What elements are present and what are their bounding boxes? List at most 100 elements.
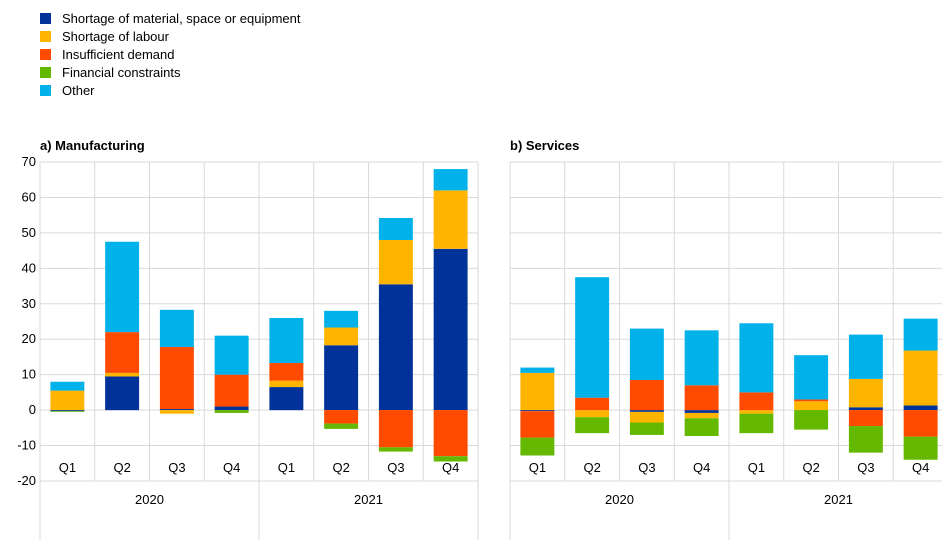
bar-segment <box>324 310 359 328</box>
y-tick-label: 0 <box>29 402 36 417</box>
bar-segment <box>848 426 883 453</box>
x-tick-label: Q4 <box>912 460 929 475</box>
bar-segment <box>324 410 359 424</box>
bar-segment <box>848 334 883 379</box>
legend-label: Financial constraints <box>62 65 181 80</box>
bar-segment <box>684 418 719 436</box>
bar-segment <box>684 385 719 411</box>
legend-label: Insufficient demand <box>62 47 175 62</box>
bar-segment <box>50 390 85 411</box>
bar-segment <box>214 374 249 407</box>
bar-segment <box>378 218 413 240</box>
bar-segment <box>848 407 883 411</box>
x-tick-label: Q1 <box>748 460 765 475</box>
bar-segment <box>629 422 664 435</box>
x-tick-label: Q3 <box>638 460 655 475</box>
bar-segment <box>214 335 249 375</box>
bar-segment <box>684 330 719 386</box>
bar-segment <box>214 406 249 411</box>
bar-segment <box>520 410 555 412</box>
bar-segment <box>629 379 664 411</box>
x-tick-label: Q2 <box>802 460 819 475</box>
bar-segment <box>903 436 938 460</box>
bar-segment <box>684 410 719 413</box>
bar-segment <box>159 309 194 348</box>
legend-label: Shortage of material, space or equipment <box>62 11 301 26</box>
bar-segment <box>378 447 413 452</box>
y-tick-label: -20 <box>17 473 36 488</box>
panel-title: a) Manufacturing <box>40 138 145 153</box>
bar-segment <box>50 381 85 391</box>
bar-segment <box>269 380 304 388</box>
x-tick-label: Q3 <box>387 460 404 475</box>
bar-segment <box>324 345 359 411</box>
y-tick-label: 50 <box>22 225 36 240</box>
legend-swatch <box>40 49 51 60</box>
bar-segment <box>159 409 194 411</box>
y-tick-label: 70 <box>22 154 36 169</box>
legend-label: Shortage of labour <box>62 29 170 44</box>
bar-segment <box>159 410 194 414</box>
legend-swatch <box>40 13 51 24</box>
x-tick-label: Q1 <box>278 460 295 475</box>
legend-swatch <box>40 67 51 78</box>
bar-segment <box>684 412 719 419</box>
bar-segment <box>739 323 774 393</box>
bar-segment <box>848 410 883 427</box>
legend-swatch <box>40 85 51 96</box>
bar-segment <box>794 410 829 430</box>
x-group-label: 2021 <box>824 492 853 507</box>
legend-label: Other <box>62 83 95 98</box>
bar-segment <box>739 413 774 434</box>
bar-segment <box>433 248 468 411</box>
bar-segment <box>324 327 359 346</box>
x-tick-label: Q4 <box>223 460 240 475</box>
bar-segment <box>848 378 883 408</box>
y-tick-label: -10 <box>17 438 36 453</box>
x-tick-label: Q4 <box>693 460 710 475</box>
y-tick-label: 60 <box>22 189 36 204</box>
y-tick-label: 30 <box>22 296 36 311</box>
bar-segment <box>794 401 829 411</box>
x-tick-label: Q3 <box>168 460 185 475</box>
bar-segment <box>629 411 664 423</box>
bar-segment <box>794 355 829 400</box>
bar-segment <box>159 347 194 410</box>
x-tick-label: Q3 <box>857 460 874 475</box>
bar-segment <box>903 318 938 351</box>
bar-segment <box>520 367 555 373</box>
bar-segment <box>269 362 304 381</box>
bar-segment <box>903 410 938 437</box>
bar-segment <box>794 399 829 402</box>
bar-segment <box>105 241 140 333</box>
bar-segment <box>903 405 938 411</box>
y-tick-label: 20 <box>22 331 36 346</box>
bar-segment <box>739 392 774 411</box>
y-tick-label: 40 <box>22 260 36 275</box>
bar-segment <box>105 372 140 377</box>
bar-segment <box>378 410 413 448</box>
x-group-label: 2020 <box>605 492 634 507</box>
bar-segment <box>105 332 140 373</box>
bar-segment <box>520 411 555 438</box>
bar-segment <box>324 423 359 429</box>
legend-swatch <box>40 31 51 42</box>
bar-segment <box>214 410 249 413</box>
x-group-label: 2021 <box>354 492 383 507</box>
panel-title: b) Services <box>510 138 579 153</box>
bar-segment <box>520 372 555 411</box>
bar-segment <box>105 376 140 411</box>
bar-segment <box>433 190 468 249</box>
bar-segment <box>575 417 610 434</box>
bar-segment <box>575 410 610 418</box>
bar-segment <box>629 410 664 412</box>
x-tick-label: Q4 <box>442 460 459 475</box>
bar-segment <box>629 328 664 380</box>
x-group-label: 2020 <box>135 492 164 507</box>
x-tick-label: Q2 <box>113 460 130 475</box>
x-tick-label: Q1 <box>59 460 76 475</box>
bar-segment <box>269 317 304 363</box>
bar-segment <box>269 387 304 411</box>
